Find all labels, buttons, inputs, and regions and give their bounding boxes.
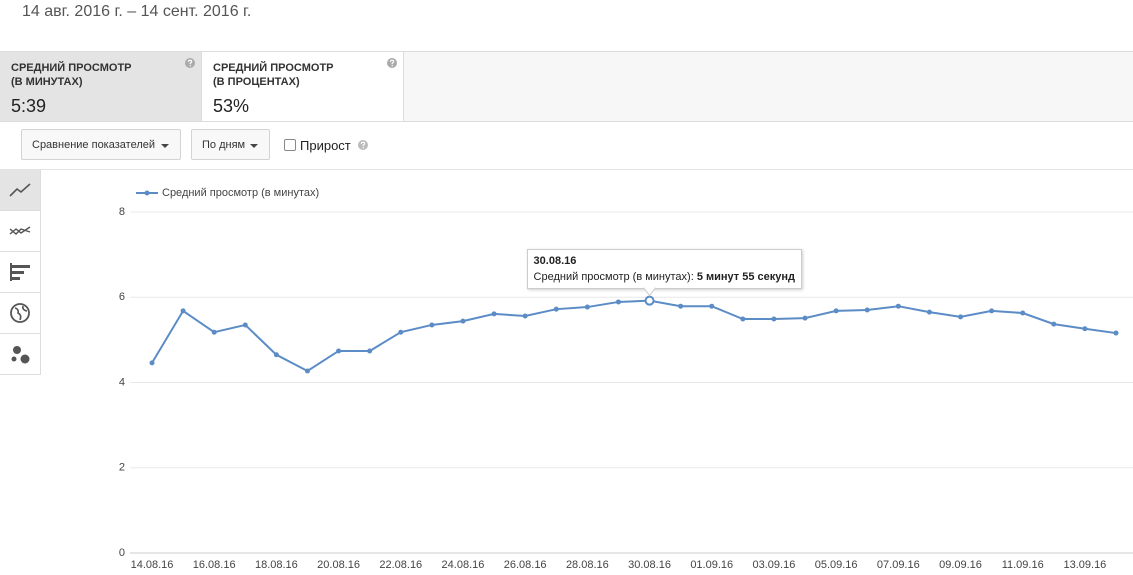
- multi-line-button[interactable]: [0, 211, 40, 252]
- metric-title: СРЕДНИЙ ПРОСМОТР (В ПРОЦЕНТАХ): [213, 61, 334, 89]
- y-tick-label: 4: [119, 376, 125, 388]
- caret: [161, 144, 169, 148]
- data-point: [304, 368, 310, 374]
- x-tick-label: 11.09.16: [1002, 559, 1044, 571]
- data-point: [242, 322, 248, 328]
- y-tick-label: 6: [119, 291, 125, 303]
- metric-title-line: (В ПРОЦЕНТАХ): [213, 76, 300, 88]
- x-tick-label: 24.08.16: [442, 559, 485, 571]
- data-point: [398, 329, 404, 335]
- x-tick-label: 30.08.16: [628, 559, 671, 571]
- data-point: [460, 318, 466, 324]
- bar-chart-button[interactable]: [0, 252, 40, 293]
- tooltip-date: 30.08.16: [533, 254, 577, 267]
- tooltip-pointer: [643, 287, 656, 297]
- x-tick-label: 03.09.16: [753, 559, 796, 571]
- data-point: [615, 299, 621, 305]
- caret: [250, 144, 258, 148]
- x-tick-label: 01.09.16: [690, 559, 733, 571]
- data-point: [522, 313, 528, 319]
- metric-tabs: СРЕДНИЙ ПРОСМОТР (В МИНУТАХ) 5:39 СРЕДНИЙ…: [0, 51, 1133, 122]
- y-tick-label: 0: [119, 547, 125, 559]
- metric-value: 5:39: [11, 96, 47, 116]
- data-point: [180, 308, 186, 314]
- bubble-button[interactable]: [0, 334, 40, 375]
- x-tick-label: 07.09.16: [877, 559, 920, 571]
- data-point: [491, 311, 497, 317]
- x-tick-label: 28.08.16: [566, 559, 609, 571]
- x-tick-label: 09.09.16: [939, 559, 982, 571]
- data-point: [1113, 330, 1119, 336]
- tooltip-label: Средний просмотр (в минутах):: [533, 270, 694, 283]
- data-point: [647, 298, 653, 304]
- data-point: [958, 314, 964, 320]
- data-point: [678, 303, 684, 309]
- button-label: Сравнение показателей: [32, 139, 155, 151]
- data-point: [802, 315, 808, 321]
- x-tick-label: 18.08.16: [255, 559, 298, 571]
- data-point: [336, 348, 342, 354]
- data-point: [833, 308, 839, 314]
- data-point: [553, 306, 559, 312]
- line-chart-button[interactable]: [0, 170, 40, 211]
- data-point: [709, 303, 715, 309]
- highlight-point: [644, 295, 655, 306]
- data-point: [1082, 326, 1088, 332]
- x-tick-label: 13.09.16: [1063, 559, 1106, 571]
- data-point: [1020, 310, 1026, 316]
- x-tick-label: 20.08.16: [317, 559, 360, 571]
- help-icon[interactable]: [185, 58, 195, 68]
- compare-dropdown[interactable]: Сравнение показателей: [21, 129, 181, 160]
- metric-tab[interactable]: СРЕДНИЙ ПРОСМОТР (В МИНУТАХ) 5:39: [0, 52, 202, 121]
- tooltip-row: Средний просмотр (в минутах): 5 минут 55…: [534, 271, 795, 283]
- legend-marker: [144, 190, 150, 196]
- legend-label: Средний просмотр (в минутах): [162, 187, 319, 199]
- data-point: [367, 348, 373, 354]
- x-tick-label: 14.08.16: [131, 559, 174, 571]
- metric-title-line: (В МИНУТАХ): [11, 76, 83, 88]
- data-point: [864, 307, 870, 313]
- data-point: [895, 303, 901, 309]
- data-point: [926, 309, 932, 315]
- button-label: По дням: [202, 139, 246, 151]
- chart-type-sidebar: [0, 170, 41, 375]
- y-tick-label: 2: [119, 462, 125, 474]
- x-tick-label: 16.08.16: [193, 559, 236, 571]
- data-point: [989, 308, 995, 314]
- date-range: 14 авг. 2016 г. – 14 сент. 2016 г.: [22, 3, 252, 20]
- data-point: [429, 322, 435, 328]
- map-button[interactable]: [0, 293, 40, 334]
- y-tick-label: 8: [119, 206, 125, 218]
- data-point: [1051, 321, 1057, 327]
- growth-label: Прирост: [300, 138, 351, 153]
- data-point: [771, 316, 777, 322]
- data-point: [149, 360, 155, 366]
- metric-value: 53%: [213, 96, 250, 116]
- help-icon[interactable]: [387, 58, 397, 68]
- divider: [0, 169, 1133, 170]
- data-point: [211, 329, 217, 335]
- growth-checkbox[interactable]: [284, 139, 296, 151]
- series-line: [151, 299, 1117, 373]
- data-point: [584, 304, 590, 310]
- period-dropdown[interactable]: По дням: [191, 129, 270, 160]
- tooltip: 30.08.16 Средний просмотр (в минутах): 5…: [526, 248, 803, 289]
- metric-title-line: СРЕДНИЙ ПРОСМОТР: [213, 62, 334, 74]
- x-tick-label: 22.08.16: [379, 559, 422, 571]
- tooltip-value: 5 минут 55 секунд: [696, 270, 796, 283]
- help-icon[interactable]: [358, 140, 368, 150]
- metric-title-line: СРЕДНИЙ ПРОСМОТР: [11, 62, 132, 74]
- metric-title: СРЕДНИЙ ПРОСМОТР (В МИНУТАХ): [11, 61, 132, 89]
- data-point: [273, 352, 279, 358]
- x-tick-label: 26.08.16: [504, 559, 547, 571]
- x-tick-label: 05.09.16: [815, 559, 858, 571]
- data-point: [740, 316, 746, 322]
- metric-tab[interactable]: СРЕДНИЙ ПРОСМОТР (В ПРОЦЕНТАХ) 53%: [202, 52, 404, 121]
